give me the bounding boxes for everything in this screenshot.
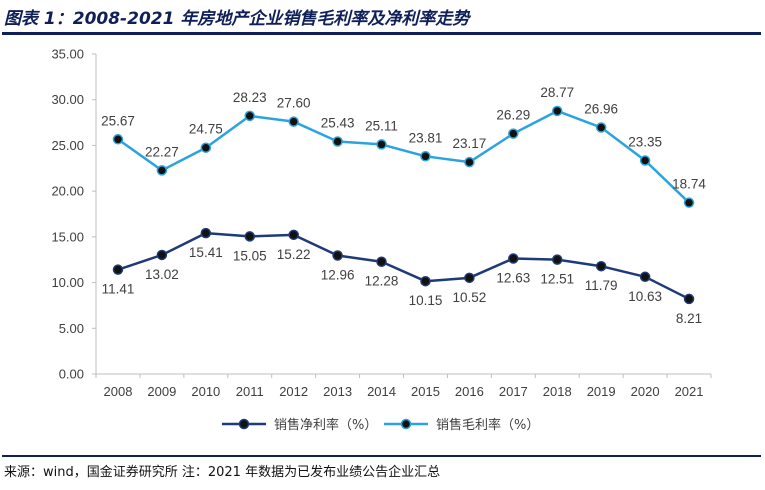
data-label: 10.63 [628, 289, 662, 304]
data-label: 25.43 [321, 115, 355, 130]
data-label: 23.35 [628, 135, 662, 150]
data-label: 12.28 [365, 274, 399, 289]
y-tick-label: 30.00 [51, 92, 84, 107]
series-line-2 [117, 109, 690, 204]
data-point [332, 250, 343, 261]
x-tick-label: 2009 [147, 384, 176, 399]
data-point [200, 142, 212, 153]
data-label: 28.77 [540, 85, 574, 100]
source-rule [2, 455, 761, 457]
data-label: 23.81 [409, 130, 443, 145]
legend-label: 销售净利率（%） [274, 417, 377, 433]
data-point [595, 122, 607, 133]
data-label: 28.23 [233, 90, 267, 105]
data-label: 15.41 [189, 245, 223, 260]
data-point [683, 197, 695, 208]
x-tick-label: 2010 [191, 384, 220, 399]
data-label: 22.27 [145, 144, 179, 159]
data-label: 12.96 [321, 268, 355, 283]
data-point [552, 105, 563, 117]
data-label: 25.67 [101, 113, 135, 128]
data-point [112, 134, 124, 145]
data-point [552, 254, 563, 265]
data-label: 11.41 [102, 282, 135, 297]
data-point [244, 231, 255, 242]
series-line-1 [117, 231, 690, 301]
chart-title: 图表 1：2008-2021 年房地产企业销售毛利率及净利率走势 [4, 9, 470, 29]
data-label: 13.02 [145, 267, 179, 282]
y-tick-label: 35.00 [51, 47, 84, 62]
data-point [332, 136, 343, 147]
data-point [595, 260, 607, 272]
y-tick-label: 20.00 [51, 184, 84, 199]
data-point [508, 128, 519, 139]
data-point [200, 227, 212, 239]
y-tick-label: 5.00 [59, 321, 84, 336]
source-note: 来源：wind，国金证券研究所 注：2021 年数据为已发布业绩公告企业汇总 [4, 465, 441, 480]
data-point [639, 155, 651, 166]
x-tick-label: 2015 [411, 384, 440, 399]
legend-swatch-marker [400, 418, 412, 430]
y-tick-label: 10.00 [51, 275, 84, 290]
data-point [464, 156, 475, 168]
data-point [288, 116, 299, 127]
x-tick-label: 2014 [367, 384, 396, 399]
x-tick-label: 2016 [455, 384, 484, 399]
data-point [420, 275, 431, 287]
data-label: 10.52 [452, 290, 486, 305]
x-tick-label: 2011 [236, 384, 264, 399]
y-tick-label: 25.00 [51, 138, 84, 153]
legend-label: 销售毛利率（%） [436, 417, 539, 433]
data-point [639, 271, 651, 283]
data-label: 12.51 [540, 272, 574, 287]
data-label: 26.29 [496, 108, 530, 123]
data-point [288, 229, 299, 241]
title-rule [2, 32, 761, 35]
data-point [508, 253, 519, 264]
data-label: 15.05 [233, 248, 267, 263]
data-label: 24.75 [189, 122, 223, 137]
data-label: 8.21 [676, 311, 702, 326]
data-label: 11.79 [585, 278, 618, 293]
line-chart: 0.00 5.00 10.00 15.00 20.00 25.00 30.00 35.00 20… [51, 47, 712, 433]
x-tick-label: 2012 [279, 384, 308, 399]
x-tick-label: 2013 [323, 384, 352, 399]
data-point [156, 165, 168, 176]
y-tick-label: 0.00 [59, 367, 84, 382]
x-tick-label: 2018 [543, 384, 572, 399]
data-label: 26.96 [584, 102, 618, 117]
data-label: 18.74 [672, 177, 706, 192]
data-label: 23.17 [452, 136, 486, 151]
data-label: 12.63 [496, 271, 530, 286]
data-label: 25.11 [365, 118, 398, 133]
data-point [376, 139, 387, 150]
data-point [244, 110, 255, 122]
data-label: 15.22 [277, 247, 311, 262]
data-point [156, 249, 168, 261]
data-point [376, 256, 387, 267]
data-point [112, 264, 124, 275]
data-point [420, 151, 431, 162]
data-point [683, 293, 695, 305]
x-tick-label: 2020 [631, 384, 660, 399]
data-label: 10.15 [409, 293, 443, 308]
x-tick-label: 2008 [104, 384, 133, 399]
y-tick-label: 15.00 [51, 229, 84, 244]
x-tick-label: 2019 [587, 384, 616, 399]
data-label: 27.60 [277, 96, 311, 111]
x-tick-label: 2021 [675, 384, 704, 399]
data-point [464, 272, 475, 284]
x-tick-label: 2017 [499, 384, 528, 399]
legend-swatch-marker [238, 418, 250, 430]
